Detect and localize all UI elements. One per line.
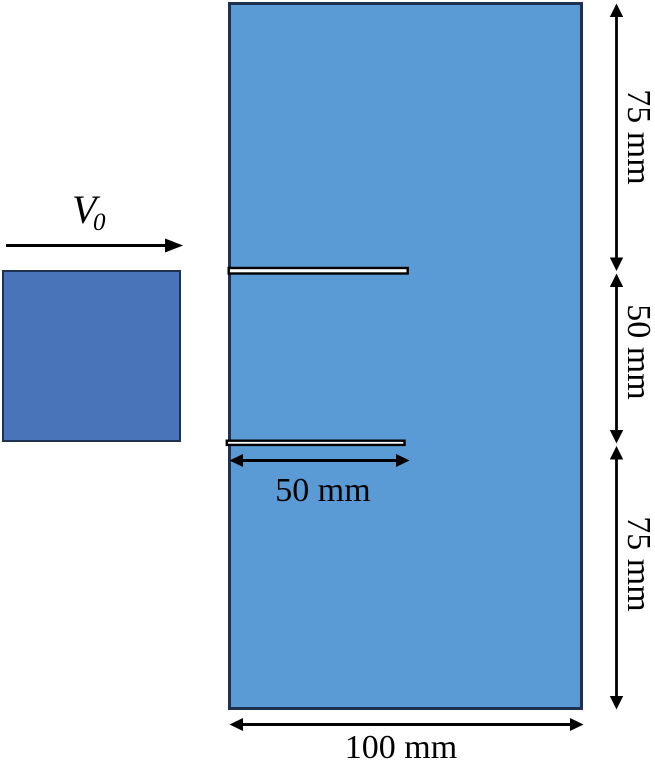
- svg-text:V: V: [72, 187, 101, 232]
- svg-text:50 mm: 50 mm: [620, 304, 655, 399]
- svg-text:0: 0: [93, 209, 106, 236]
- svg-text:50 mm: 50 mm: [275, 472, 370, 509]
- svg-text:75 mm: 75 mm: [620, 516, 655, 611]
- svg-text:75 mm: 75 mm: [620, 89, 655, 184]
- svg-text:100 mm: 100 mm: [345, 729, 457, 762]
